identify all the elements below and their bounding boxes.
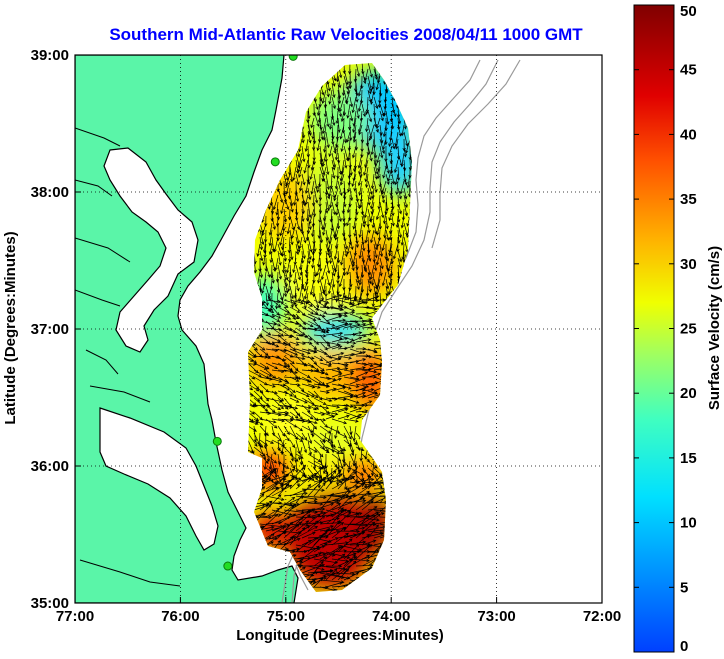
y-axis-ticks: 35:00 36:00 37:00 38:00 39:00 [31, 47, 81, 612]
y-tick-label: 36:00 [31, 458, 69, 475]
radar-station-marker [212, 436, 222, 446]
y-axis-label: Latitude (Degrees:Minutes) [2, 231, 19, 424]
colorbar-tick-label: 10 [680, 515, 697, 532]
map-grid [75, 55, 602, 603]
colorbar-tick-label: 25 [680, 321, 697, 338]
y-tick-label: 35:00 [31, 595, 69, 612]
land-mass [75, 55, 299, 603]
x-axis-label: Longitude (Degrees:Minutes) [236, 627, 444, 644]
inlet-lines [75, 127, 181, 587]
radar-station-marker [288, 55, 298, 61]
colorbar-tick-label: 5 [680, 579, 688, 596]
x-tick-label: 76:00 [161, 608, 199, 625]
x-tick-label: 75:00 [267, 608, 305, 625]
colorbar-tick-label: 15 [680, 450, 697, 467]
y-tick-label: 39:00 [31, 47, 69, 64]
y-tick-label: 37:00 [31, 321, 69, 338]
colorbar-tick-label: 30 [680, 256, 697, 273]
x-tick-label: 74:00 [372, 608, 410, 625]
colorbar-label: Surface Velocity (cm/s) [706, 246, 723, 410]
x-tick-label: 77:00 [56, 608, 94, 625]
radar-stations [212, 55, 298, 571]
colorbar-tick-label: 40 [680, 126, 697, 143]
colorbar-tick-label: 50 [680, 3, 697, 20]
x-tick-label: 72:00 [583, 608, 621, 625]
colorbar-tick-label: 0 [680, 638, 688, 655]
colorbar-tick-label: 45 [680, 62, 697, 79]
radar-station-marker [223, 561, 233, 571]
x-tick-label: 73:00 [477, 608, 515, 625]
x-axis-ticks: 77:00 76:00 75:00 74:00 73:00 72:00 [56, 597, 621, 625]
colorbar-tick-label: 35 [680, 191, 697, 208]
y-tick-label: 38:00 [31, 184, 69, 201]
radar-station-marker [270, 157, 280, 167]
colorbar-ticks: 0 5 10 15 20 25 30 35 40 45 50 [634, 3, 697, 655]
colorbar-tick-label: 20 [680, 385, 697, 402]
colorbar [633, 4, 675, 653]
map-title: Southern Mid-Atlantic Raw Velocities 200… [109, 25, 583, 44]
